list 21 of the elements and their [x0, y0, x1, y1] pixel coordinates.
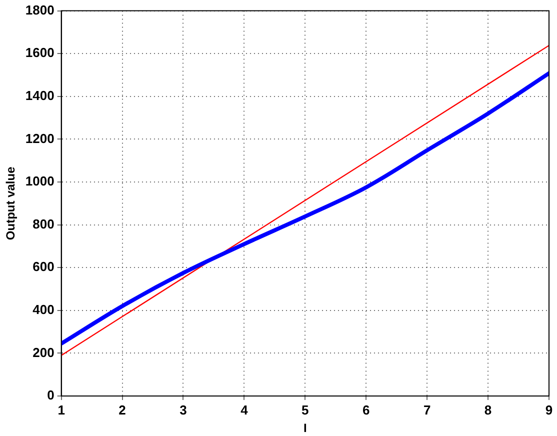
x-tick-label: 2: [118, 402, 126, 418]
y-tick-label: 1400: [25, 88, 54, 103]
y-tick-label: 400: [32, 302, 54, 317]
y-tick-label: 1600: [25, 45, 54, 60]
x-tick-label: 8: [484, 402, 492, 418]
x-tick-label: 9: [545, 402, 553, 418]
x-tick-label: 3: [180, 402, 187, 418]
y-axis-title: Output value: [4, 166, 18, 240]
y-tick-label: 600: [32, 259, 54, 274]
y-tick-label: 1000: [25, 174, 54, 189]
y-tick-label: 800: [32, 216, 54, 232]
x-tick-label: 5: [302, 402, 309, 418]
y-tick-label: 200: [32, 344, 54, 360]
x-axis-title: I: [303, 421, 307, 436]
y-tick-label: 1800: [25, 2, 54, 18]
x-tick-label: 1: [58, 402, 65, 418]
x-tick-label: 7: [423, 402, 431, 418]
y-tick-label: 0: [47, 388, 54, 403]
x-tick-label: 4: [240, 402, 249, 418]
y-tick-label: 1200: [25, 130, 54, 146]
x-tick-label: 6: [362, 402, 370, 418]
